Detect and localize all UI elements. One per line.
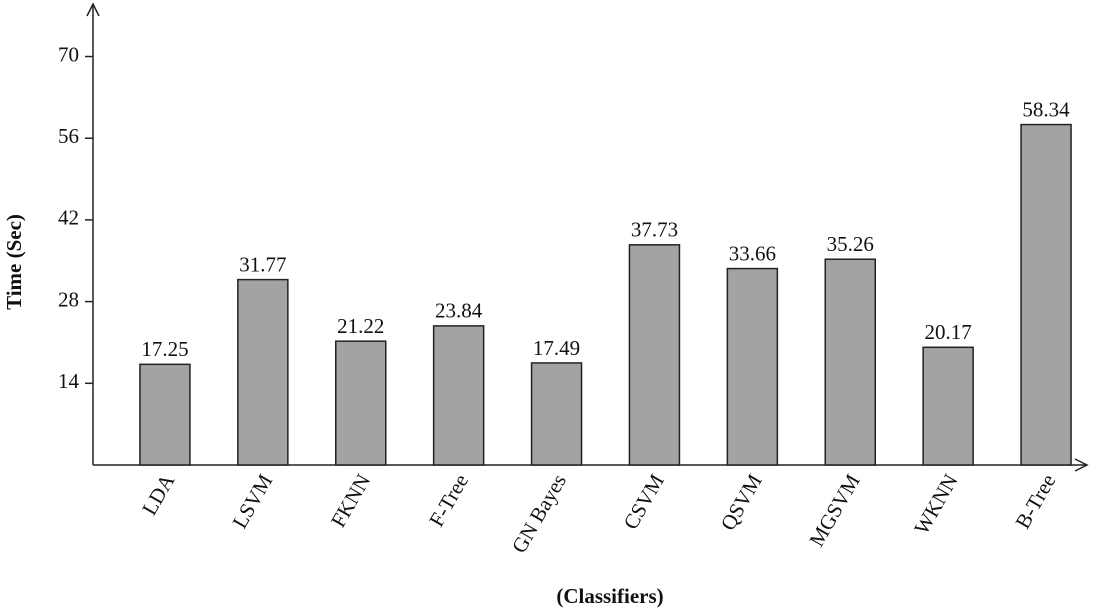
- value-label: 35.26: [827, 232, 874, 256]
- x-tick-label: F-Tree: [424, 470, 473, 531]
- y-tick-label: 56: [58, 124, 79, 148]
- bar: [530, 362, 583, 466]
- bar: [824, 258, 876, 466]
- bar: [335, 340, 387, 466]
- bar: [922, 346, 974, 466]
- value-label: 33.66: [729, 241, 776, 265]
- x-tick-label: LDA: [137, 469, 180, 519]
- value-label: 17.25: [141, 337, 188, 361]
- y-tick-label: 70: [58, 42, 79, 66]
- value-label: 21.22: [337, 314, 384, 338]
- x-axis-arrow: [1074, 458, 1089, 472]
- x-tick-label: QSVM: [716, 470, 767, 535]
- bar: [628, 244, 681, 466]
- x-axis-title: (Classifiers): [556, 584, 663, 608]
- value-label: 20.17: [925, 320, 972, 344]
- value-label: 31.77: [239, 252, 286, 276]
- x-tick-label: WKNN: [909, 470, 962, 539]
- x-tick-label: FKNN: [326, 470, 375, 532]
- y-axis-arrow: [86, 2, 100, 17]
- y-tick-label: 14: [58, 369, 80, 393]
- y-axis-title: Time (Sec): [2, 214, 26, 310]
- y-tick-label: 42: [58, 206, 79, 230]
- value-label: 17.49: [533, 336, 580, 360]
- value-label: 37.73: [631, 218, 678, 242]
- value-label: 23.84: [435, 299, 483, 323]
- bar: [432, 325, 485, 466]
- x-tick-label: LSVM: [227, 470, 277, 533]
- x-tick-label: MGSVM: [804, 470, 865, 551]
- x-tick-label: GN Bayes: [507, 470, 571, 557]
- bar: [237, 278, 289, 466]
- bar: [1020, 123, 1072, 466]
- bar: [726, 267, 779, 466]
- x-tick-label: CSVM: [618, 470, 669, 534]
- x-tick-label: B-Tree: [1010, 470, 1060, 533]
- y-tick-label: 28: [58, 287, 79, 311]
- value-label: 58.34: [1022, 97, 1070, 121]
- bar: [139, 363, 191, 466]
